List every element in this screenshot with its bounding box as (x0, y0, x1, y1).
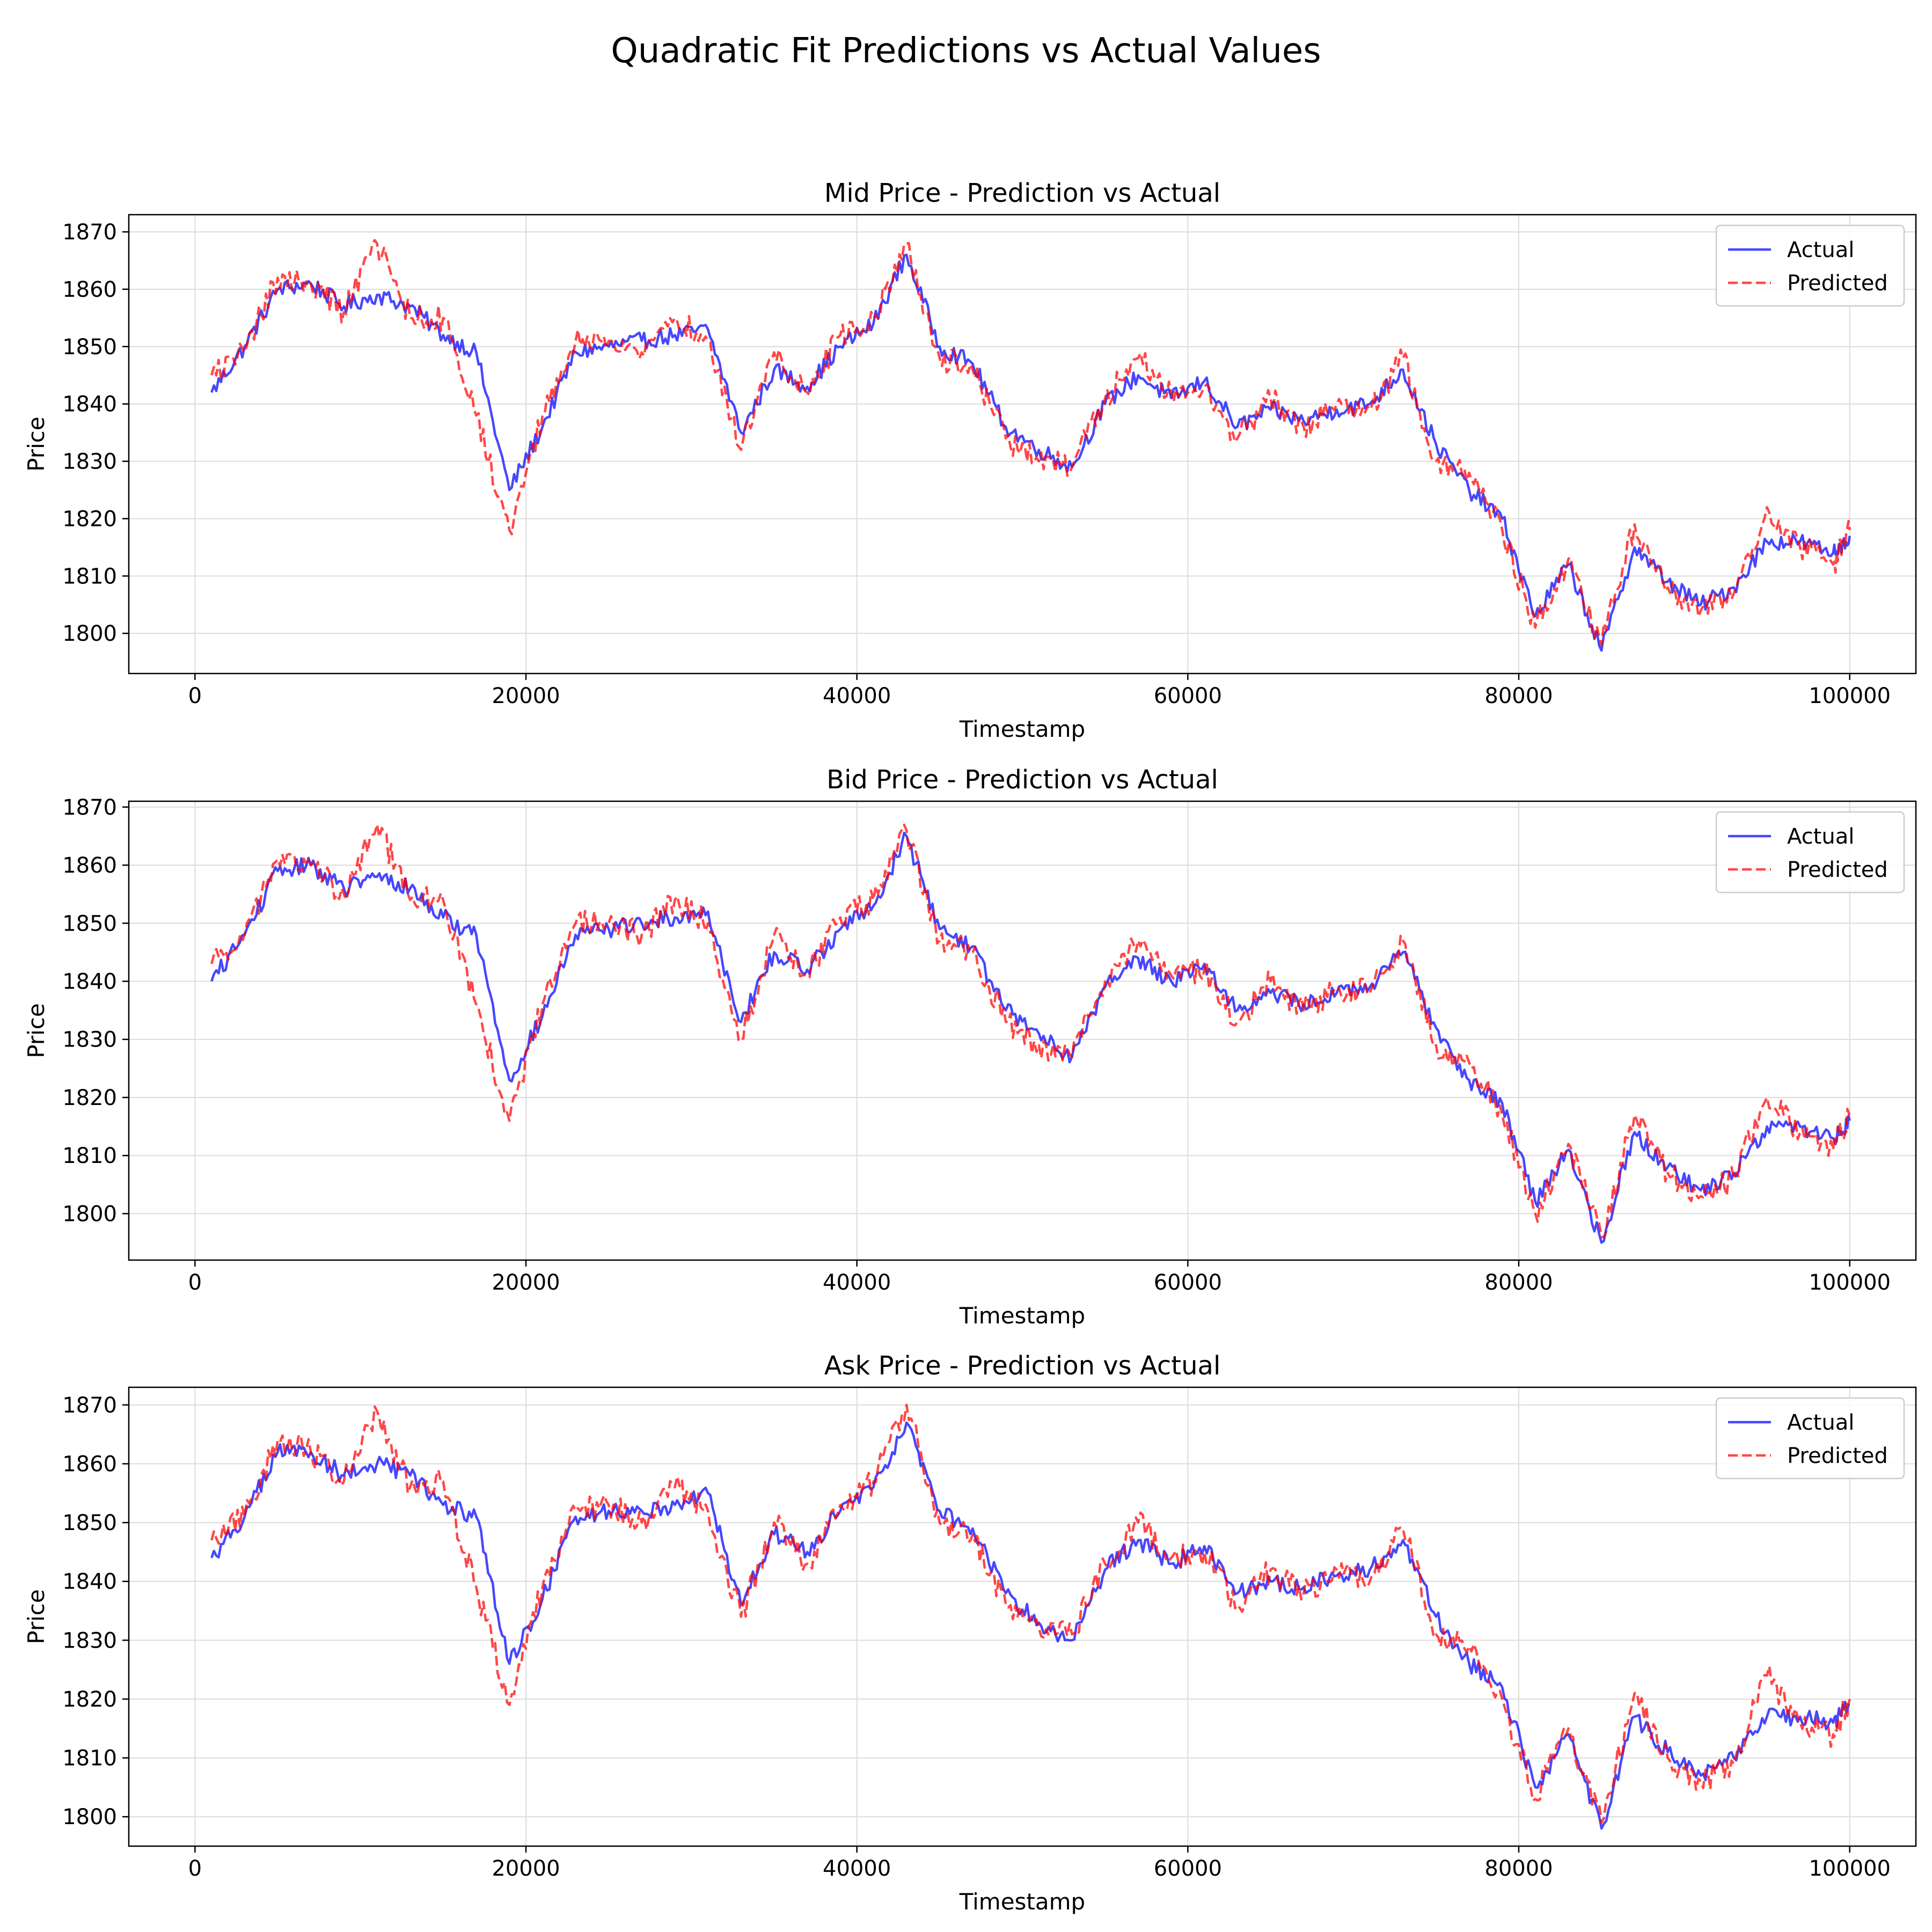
subplot-3: 0 20000 40000 60000 80000 100000 1800 1810 1820 1… (23, 1351, 1917, 1915)
legend-label-predicted: Predicted (1787, 858, 1888, 882)
x-tick-label: 100000 (1809, 684, 1891, 708)
y-tick-label: 1810 (62, 1144, 117, 1168)
x-axis-label: Timestamp (959, 716, 1085, 742)
y-tick-label: 1820 (62, 507, 117, 531)
x-axis-label: Timestamp (959, 1302, 1085, 1329)
y-tick-label: 1800 (62, 1805, 117, 1829)
subplot-1: 0 20000 40000 60000 80000 100000 1800 1810 1820 1… (23, 178, 1917, 742)
series-line-predicted (210, 1403, 1851, 1824)
x-tick-label: 60000 (1154, 1856, 1222, 1881)
legend-label-predicted: Predicted (1787, 271, 1888, 296)
y-tick-label: 1830 (62, 450, 117, 474)
y-axis-label: Price (23, 1589, 49, 1644)
x-tick-label: 80000 (1484, 1856, 1553, 1881)
x-tick-label: 20000 (492, 1270, 560, 1295)
legend-box (1715, 224, 1905, 307)
x-tick-label: 0 (188, 684, 202, 708)
y-tick-label: 1870 (62, 1393, 117, 1418)
x-tick-label: 20000 (492, 684, 560, 708)
y-tick-label: 1820 (62, 1687, 117, 1712)
series-line-actual (210, 831, 1851, 1244)
series-line-actual (210, 253, 1851, 652)
legend-label-actual: Actual (1787, 238, 1854, 262)
y-tick-label: 1800 (62, 1202, 117, 1226)
x-axis-label: Timestamp (959, 1889, 1085, 1915)
subplot-2: 0 20000 40000 60000 80000 100000 1800 1810 1820 1… (23, 765, 1917, 1329)
series-line-actual (210, 1421, 1850, 1830)
y-tick-label: 1840 (62, 392, 117, 417)
figure-title: Quadratic Fit Predictions vs Actual Valu… (611, 31, 1321, 71)
y-tick-label: 1810 (62, 1746, 117, 1771)
x-tick-label: 40000 (823, 1270, 891, 1295)
x-tick-label: 80000 (1484, 1270, 1553, 1295)
subplot-title: Bid Price - Prediction vs Actual (826, 765, 1218, 795)
legend-label-actual: Actual (1787, 824, 1854, 849)
legend-box (1715, 811, 1905, 894)
axes-frame (128, 214, 1917, 675)
y-tick-label: 1850 (62, 1511, 117, 1535)
y-tick-label: 1870 (62, 220, 117, 245)
y-tick-label: 1840 (62, 1570, 117, 1594)
y-tick-label: 1860 (62, 853, 117, 878)
legend-box (1715, 1397, 1905, 1480)
axes-frame (128, 800, 1917, 1261)
subplot-title: Ask Price - Prediction vs Actual (824, 1351, 1221, 1381)
x-tick-label: 100000 (1809, 1856, 1891, 1881)
series-line-predicted (210, 239, 1851, 646)
x-tick-label: 60000 (1154, 1270, 1222, 1295)
axes-frame (128, 1386, 1917, 1847)
x-tick-label: 0 (188, 1856, 202, 1881)
y-tick-label: 1820 (62, 1086, 117, 1110)
y-tick-label: 1830 (62, 1028, 117, 1052)
y-axis-label: Price (23, 416, 49, 471)
y-tick-label: 1830 (62, 1628, 117, 1653)
y-tick-label: 1800 (62, 621, 117, 646)
y-tick-label: 1850 (62, 335, 117, 360)
legend-label-actual: Actual (1787, 1410, 1854, 1435)
y-tick-label: 1810 (62, 564, 117, 589)
x-tick-label: 40000 (823, 1856, 891, 1881)
legend: Actual Predicted (1715, 811, 1905, 894)
legend: Actual Predicted (1715, 224, 1905, 307)
y-tick-label: 1850 (62, 911, 117, 936)
legend-label-predicted: Predicted (1787, 1444, 1888, 1468)
x-tick-label: 80000 (1484, 684, 1553, 708)
y-tick-label: 1860 (62, 1452, 117, 1477)
legend: Actual Predicted (1715, 1397, 1905, 1480)
y-tick-label: 1840 (62, 970, 117, 994)
x-tick-label: 40000 (823, 684, 891, 708)
x-tick-label: 20000 (492, 1856, 560, 1881)
y-axis-label: Price (23, 1003, 49, 1058)
subplot-title: Mid Price - Prediction vs Actual (824, 178, 1220, 208)
x-tick-label: 0 (188, 1270, 202, 1295)
series-line-predicted (210, 823, 1851, 1239)
y-tick-label: 1870 (62, 795, 117, 820)
x-tick-label: 100000 (1809, 1270, 1891, 1295)
y-tick-label: 1860 (62, 277, 117, 302)
x-tick-label: 60000 (1154, 684, 1222, 708)
